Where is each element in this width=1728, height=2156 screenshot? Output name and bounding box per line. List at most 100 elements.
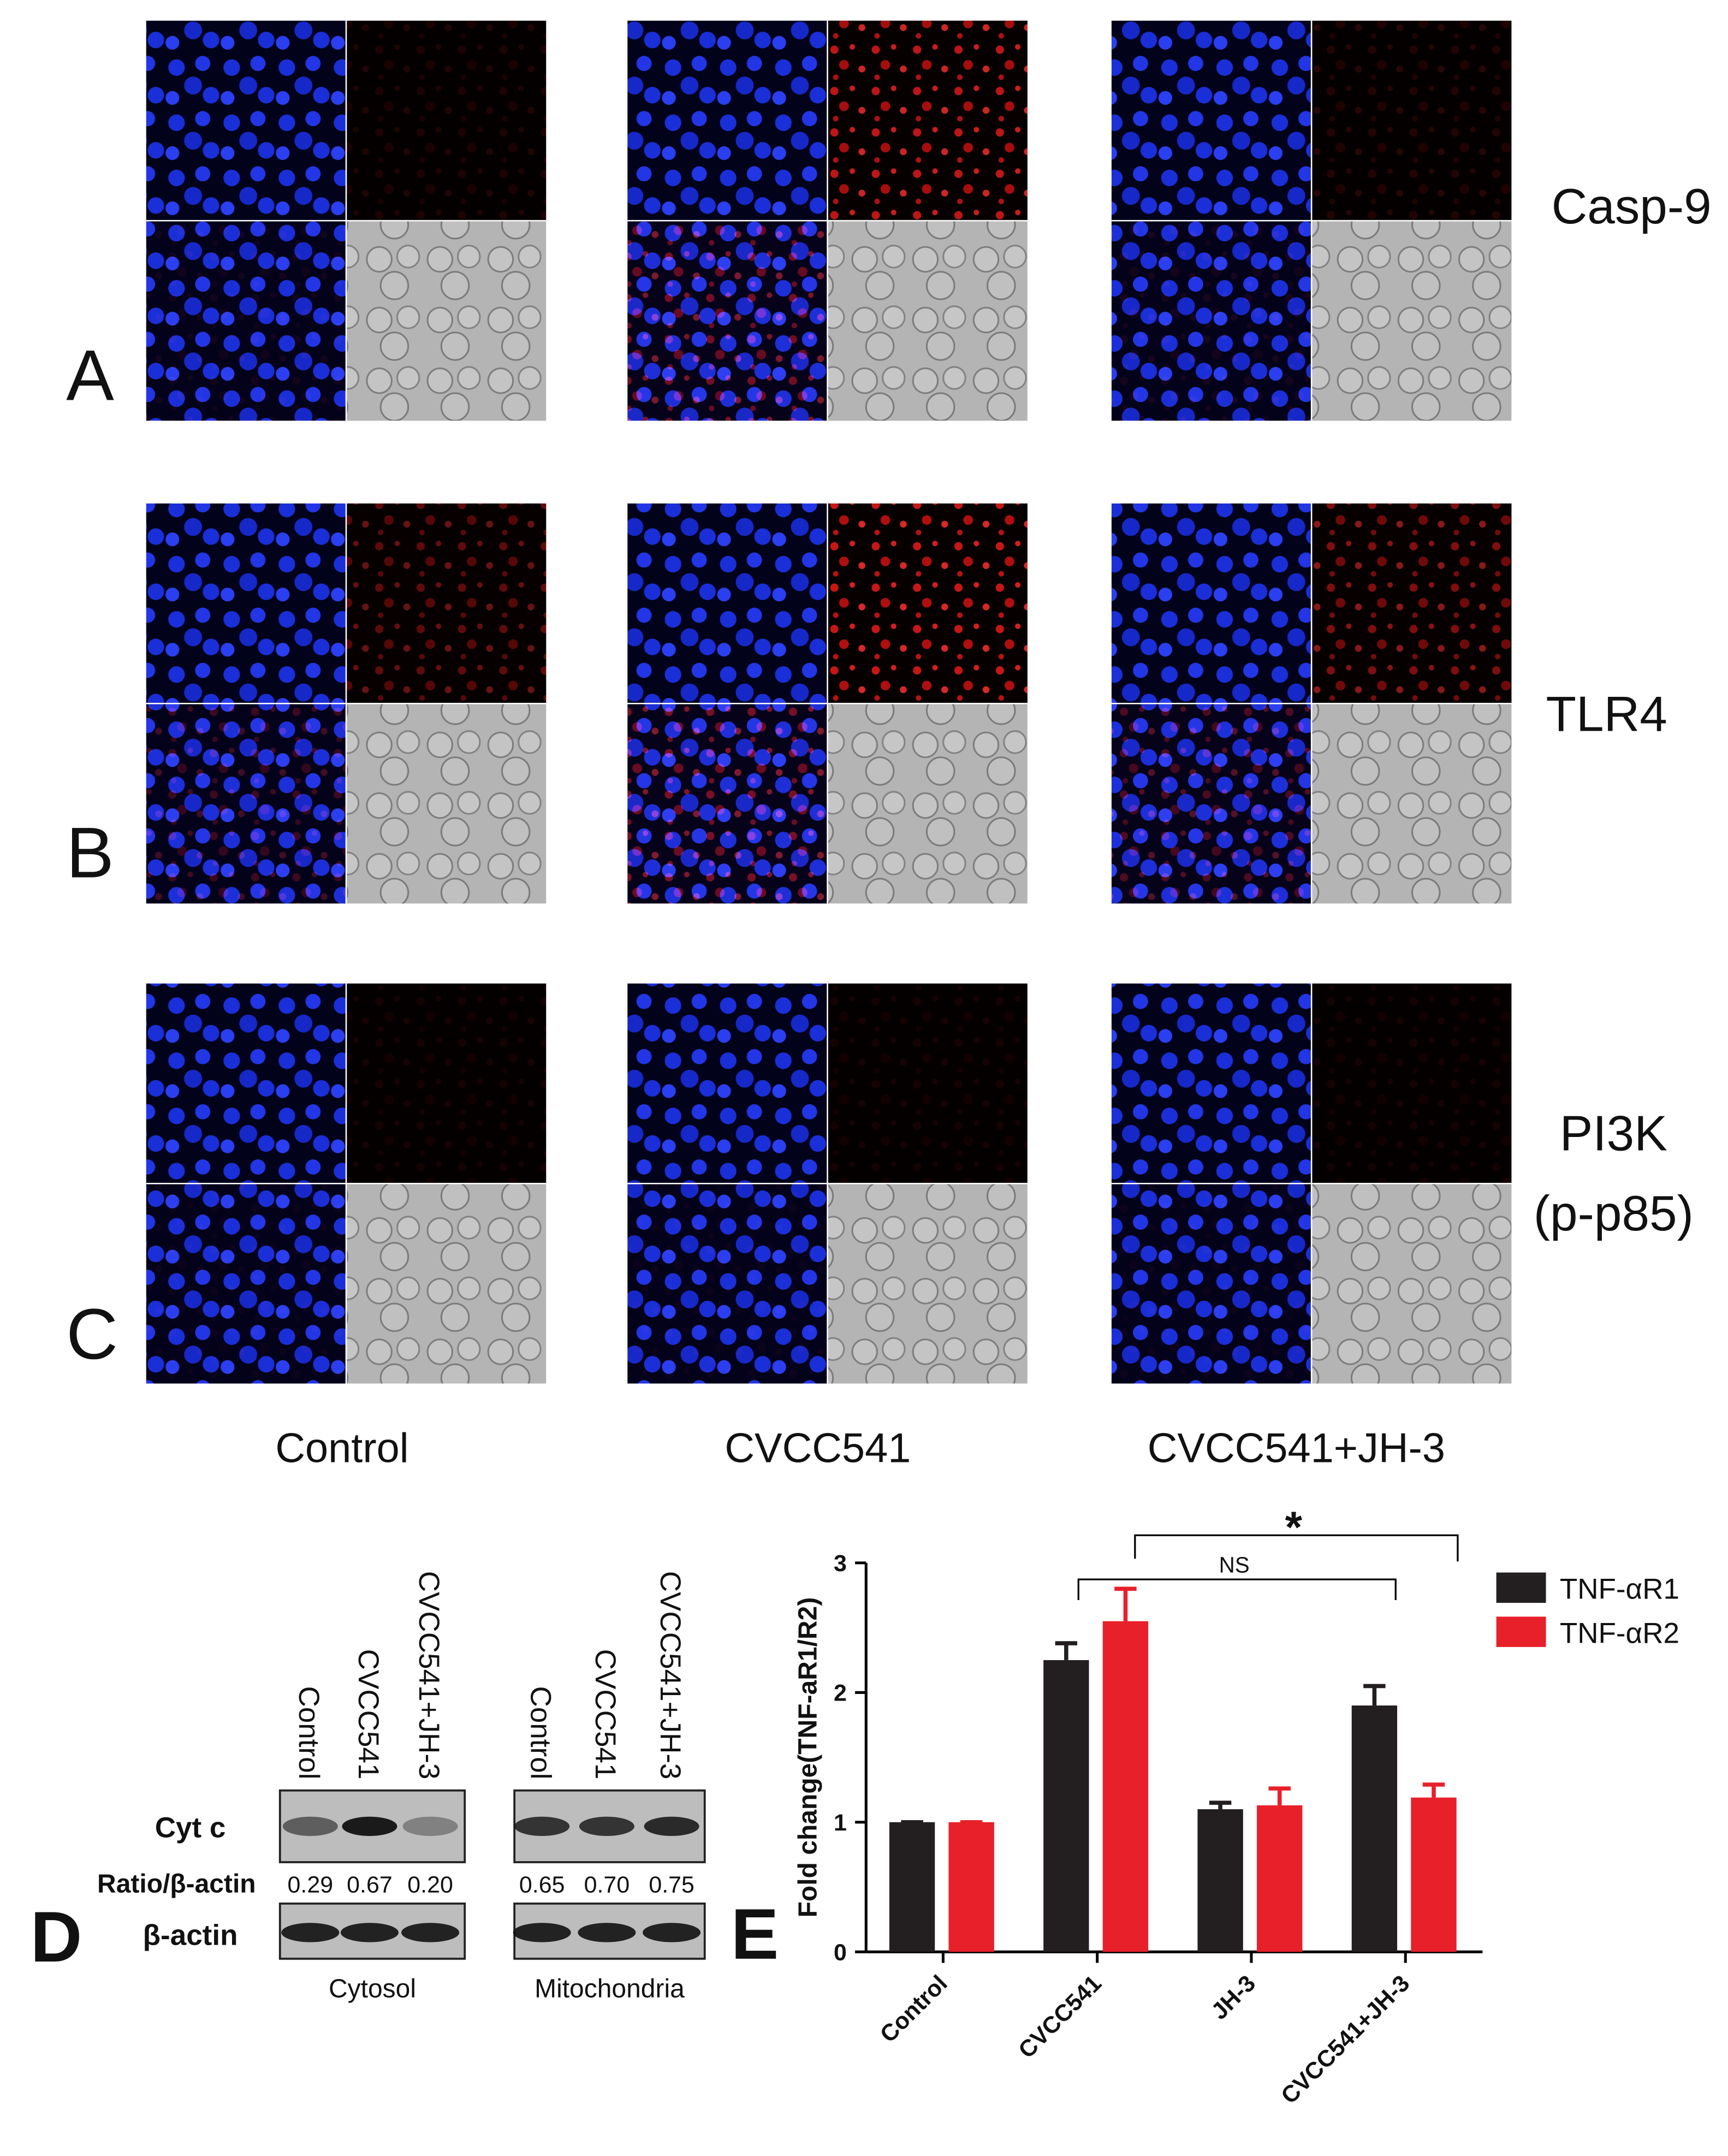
brightfield-image	[1311, 1183, 1512, 1384]
legend-label: TNF-αR1	[1560, 1573, 1679, 1606]
fraction-label: Cytosol	[329, 1975, 416, 2004]
bar	[889, 1822, 935, 1952]
brightfield-image	[1311, 221, 1512, 421]
x-tick-label: JH-3	[1206, 1970, 1261, 2025]
lane-label: CVCC541	[589, 1649, 621, 1780]
legend-label: TNF-αR2	[1560, 1617, 1679, 1649]
error-bar	[1268, 1786, 1291, 1805]
brightfield-image	[827, 221, 1028, 421]
dapi-image	[1111, 503, 1312, 704]
y-tick-label: 0	[834, 1939, 847, 1965]
y-tick-label: 3	[834, 1550, 847, 1577]
bar	[948, 1822, 994, 1952]
error-bar	[1422, 1782, 1445, 1798]
x-tick-label: CVCC541	[1013, 1970, 1107, 2064]
dapi-image	[146, 983, 347, 1184]
ratio-value: 0.20	[407, 1872, 453, 1898]
image-group	[146, 503, 547, 904]
band	[579, 1816, 634, 1836]
brightfield-image	[827, 1183, 1028, 1384]
bracket	[1134, 1534, 1459, 1562]
band	[643, 1923, 701, 1942]
band	[578, 1923, 636, 1942]
merge-red	[1111, 221, 1312, 421]
brightfield-image	[1311, 703, 1512, 904]
merge-red	[1111, 703, 1312, 904]
column-label: CVCC541	[725, 1425, 911, 1471]
dapi-image	[627, 983, 828, 1184]
bar	[1043, 1660, 1089, 1952]
ratio-value: 0.29	[288, 1872, 334, 1898]
lane-label: CVCC541+JH-3	[654, 1571, 686, 1780]
bar	[1197, 1809, 1243, 1952]
fraction-label: Mitochondria	[535, 1975, 685, 2004]
band	[401, 1923, 460, 1942]
marker-label: PI3K	[1560, 1106, 1667, 1162]
brightfield-image	[346, 221, 547, 421]
image-group	[1111, 503, 1512, 904]
dapi-image	[627, 503, 828, 704]
error-bar	[1363, 1684, 1386, 1706]
image-group	[627, 20, 1028, 421]
brightfield-image	[346, 1183, 547, 1384]
merge-red	[146, 703, 347, 904]
panel-label: E	[731, 1894, 779, 1974]
annotation: *	[1285, 1503, 1303, 1552]
bar	[1411, 1797, 1457, 1952]
merge-red	[627, 703, 828, 904]
lane-label: CVCC541+JH-3	[413, 1571, 445, 1780]
blot-row-label: Cyt c	[155, 1812, 226, 1844]
y-tick-label: 2	[834, 1680, 847, 1706]
red-image	[346, 20, 547, 221]
bar	[1351, 1705, 1398, 1952]
error-bar	[1055, 1641, 1078, 1660]
image-group	[1111, 983, 1512, 1384]
merge-red	[146, 1183, 347, 1384]
merge-red	[1111, 1183, 1312, 1384]
image-group	[146, 983, 547, 1384]
band	[281, 1923, 340, 1942]
panel-label: B	[66, 812, 114, 892]
dapi-image	[1111, 983, 1312, 1184]
error-bar	[1114, 1586, 1137, 1621]
annotation: NS	[1219, 1553, 1250, 1578]
ratio-value: 0.65	[519, 1872, 565, 1898]
ratio-value: 0.67	[347, 1872, 393, 1898]
dapi-image	[146, 503, 347, 704]
marker-label: (p-p85)	[1534, 1186, 1694, 1241]
band	[282, 1816, 338, 1836]
band	[340, 1923, 399, 1942]
red-image	[346, 503, 547, 704]
brightfield-image	[827, 703, 1028, 904]
merge-red	[627, 221, 828, 421]
red-image	[827, 20, 1028, 221]
marker-label: TLR4	[1546, 687, 1667, 742]
y-tick-label: 1	[834, 1810, 847, 1836]
blot-row-label: Ratio/β-actin	[97, 1870, 256, 1899]
band	[513, 1923, 571, 1942]
image-group	[146, 20, 547, 421]
image-group	[627, 983, 1028, 1384]
panel-label: C	[66, 1294, 118, 1374]
blot-row-label: β-actin	[143, 1920, 238, 1952]
red-image	[827, 983, 1028, 1184]
column-label: Control	[275, 1425, 408, 1471]
legend-swatch	[1496, 1572, 1546, 1603]
x-tick-label: CVCC541+JH-3	[1276, 1970, 1415, 2109]
panel-label: D	[31, 1897, 82, 1977]
column-label: CVCC541+JH-3	[1148, 1425, 1445, 1471]
panel-label: A	[66, 335, 114, 416]
microscopy-panels	[146, 20, 1512, 1384]
lane-label: Control	[524, 1686, 556, 1779]
lane-label: Control	[293, 1686, 325, 1779]
image-group	[627, 503, 1028, 904]
image-group	[1111, 20, 1512, 421]
dapi-image	[1111, 20, 1312, 221]
brightfield-image	[346, 703, 547, 904]
y-axis-label: Fold change(TNF-aR1/R2)	[793, 1597, 822, 1918]
red-image	[1311, 983, 1512, 1184]
merge-red	[146, 221, 347, 421]
red-image	[827, 503, 1028, 704]
